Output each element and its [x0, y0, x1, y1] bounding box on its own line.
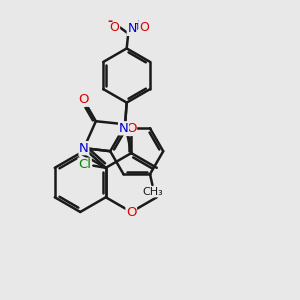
Text: O: O: [126, 122, 136, 135]
Text: N: N: [118, 122, 128, 135]
Text: CH₃: CH₃: [143, 187, 164, 197]
Text: O: O: [110, 21, 119, 34]
Text: +: +: [134, 19, 143, 28]
Text: Cl: Cl: [78, 158, 91, 171]
Text: O: O: [126, 206, 136, 219]
Text: -: -: [107, 15, 112, 28]
Text: N: N: [79, 142, 89, 154]
Text: O: O: [139, 21, 149, 34]
Text: O: O: [78, 93, 89, 106]
Text: N: N: [127, 22, 136, 35]
